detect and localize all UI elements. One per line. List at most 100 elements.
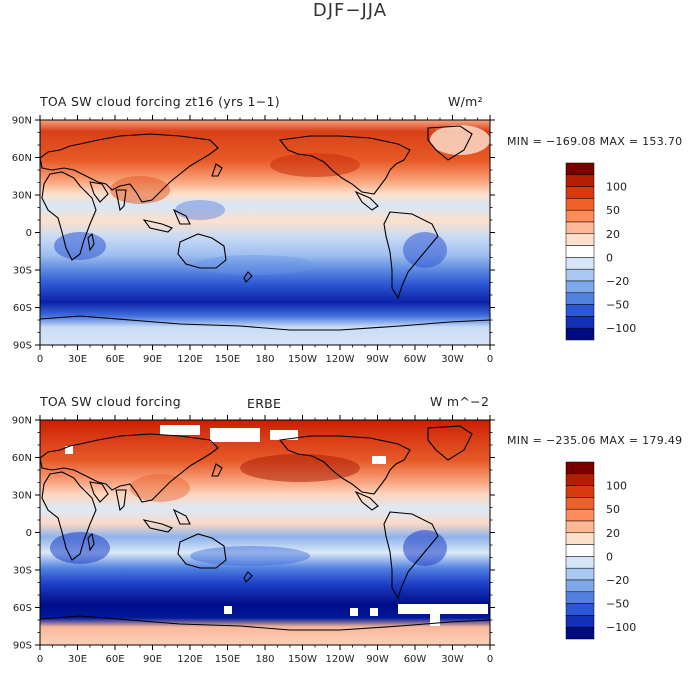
lon-tick-label: 60W — [404, 654, 427, 665]
lon-tick-label: 30E — [68, 654, 87, 665]
colorbar-swatch — [565, 316, 595, 329]
colorbar-label: −100 — [606, 621, 636, 634]
lat-tick-label: 30N — [12, 491, 32, 502]
lat-tick-label: 90S — [13, 641, 32, 652]
lon-tick-label: 90W — [366, 654, 389, 665]
lon-tick-label: 0 — [487, 354, 493, 365]
colorbar-swatch — [565, 532, 595, 545]
lon-tick-label: 0 — [37, 654, 43, 665]
panel-2-title: TOA SW cloud forcing — [40, 394, 181, 409]
panel-2-map — [39, 419, 491, 646]
colorbar-label: −50 — [606, 299, 629, 312]
panel-1-title: TOA SW cloud forcing zt16 (yrs 1−1) — [40, 94, 280, 109]
colorbar-swatch — [565, 257, 595, 270]
panel-2-axes: 90N 60N 30N 0 30S 60S 90S 0 30E 60E 90E 120E 150E 180… — [12, 415, 495, 665]
lat-tick-label: 60N — [12, 153, 32, 164]
panel-2-colorbar: 100 50 20 0 −20 −50 −100 — [565, 461, 636, 640]
lon-tick-label: 120W — [326, 354, 355, 365]
colorbar-label: 0 — [606, 251, 613, 264]
colorbar-swatch — [565, 162, 595, 176]
colorbar-swatch — [565, 485, 595, 498]
lon-tick-label: 150E — [215, 654, 240, 665]
colorbar-swatch — [565, 245, 595, 258]
panel-2-center-label: ERBE — [247, 396, 282, 411]
panel-1-map — [39, 119, 491, 346]
lon-tick-label: 60E — [105, 354, 124, 365]
lon-tick-label: 180 — [255, 654, 274, 665]
panel-1-colorbar: 100 50 20 0 −20 −50 −100 — [565, 162, 636, 341]
panel-2-stats: MIN = −235.06 MAX = 179.49 — [507, 434, 683, 447]
lat-tick-label: 30S — [13, 266, 32, 277]
colorbar-label: −20 — [606, 275, 629, 288]
colorbar-swatch — [565, 221, 595, 235]
colorbar-swatch — [565, 473, 595, 486]
panel-1-axes: 90N 60N 30N 0 30S 60S 90S 0 30E 60E 90E 120E 150E 180… — [12, 115, 495, 365]
colorbar-swatch — [565, 174, 595, 187]
figure-title: DJF−JJA — [312, 0, 388, 21]
lon-tick-label: 120W — [326, 654, 355, 665]
panel-1-stats: MIN = −169.08 MAX = 153.70 — [507, 135, 683, 148]
lon-tick-label: 30W — [441, 654, 464, 665]
colorbar-swatch — [565, 520, 595, 534]
lon-tick-label: 30E — [68, 354, 87, 365]
lat-tick-label: 90S — [13, 341, 32, 352]
lon-tick-label: 0 — [487, 654, 493, 665]
colorbar-swatch — [565, 497, 595, 510]
lon-tick-label: 150E — [215, 354, 240, 365]
lon-tick-label: 60E — [105, 654, 124, 665]
colorbar-swatch — [565, 461, 595, 475]
colorbar-swatch — [565, 591, 595, 604]
colorbar-swatch — [565, 233, 595, 246]
colorbar-label: 100 — [606, 181, 627, 194]
colorbar-swatch — [565, 304, 595, 317]
colorbar-swatch — [565, 544, 595, 557]
colorbar-swatch — [565, 579, 595, 593]
lon-tick-label: 180 — [255, 354, 274, 365]
lon-tick-label: 150W — [288, 654, 317, 665]
lat-tick-label: 0 — [26, 228, 32, 239]
colorbar-label: 20 — [606, 527, 620, 540]
colorbar-label: 100 — [606, 480, 627, 493]
colorbar-swatch — [565, 556, 595, 569]
colorbar-label: 0 — [606, 550, 613, 563]
colorbar-swatch — [565, 186, 595, 199]
colorbar-swatch — [565, 626, 595, 640]
lat-tick-label: 30N — [12, 191, 32, 202]
colorbar-swatch — [565, 603, 595, 616]
lon-tick-label: 90E — [143, 354, 162, 365]
colorbar-label: 20 — [606, 228, 620, 241]
colorbar-swatch — [565, 508, 595, 522]
panel-2-units: W m^−2 — [430, 394, 490, 409]
lon-tick-label: 60W — [404, 354, 427, 365]
colorbar-swatch — [565, 567, 595, 581]
lon-tick-label: 90E — [143, 654, 162, 665]
colorbar-swatch — [565, 268, 595, 282]
colorbar-swatch — [565, 292, 595, 305]
colorbar-swatch — [565, 209, 595, 223]
colorbar-label: 50 — [606, 204, 620, 217]
lon-tick-label: 120E — [177, 354, 202, 365]
colorbar-label: −20 — [606, 574, 629, 587]
lat-tick-label: 60S — [13, 603, 32, 614]
lat-tick-label: 90N — [12, 116, 32, 127]
lon-tick-label: 30W — [441, 354, 464, 365]
lon-tick-label: 150W — [288, 354, 317, 365]
colorbar-swatch — [565, 280, 595, 294]
lat-tick-label: 60N — [12, 453, 32, 464]
lon-tick-label: 120E — [177, 654, 202, 665]
colorbar-label: −50 — [606, 598, 629, 611]
lon-tick-label: 0 — [37, 354, 43, 365]
lon-tick-label: 90W — [366, 354, 389, 365]
colorbar-swatch — [565, 327, 595, 341]
colorbar-label: 50 — [606, 503, 620, 516]
lat-tick-label: 60S — [13, 303, 32, 314]
lat-tick-label: 90N — [12, 416, 32, 427]
panel-1-units: W/m² — [448, 94, 483, 109]
colorbar-label: −100 — [606, 322, 636, 335]
lat-tick-label: 0 — [26, 528, 32, 539]
lat-tick-label: 30S — [13, 566, 32, 577]
colorbar-swatch — [565, 615, 595, 628]
colorbar-swatch — [565, 198, 595, 211]
